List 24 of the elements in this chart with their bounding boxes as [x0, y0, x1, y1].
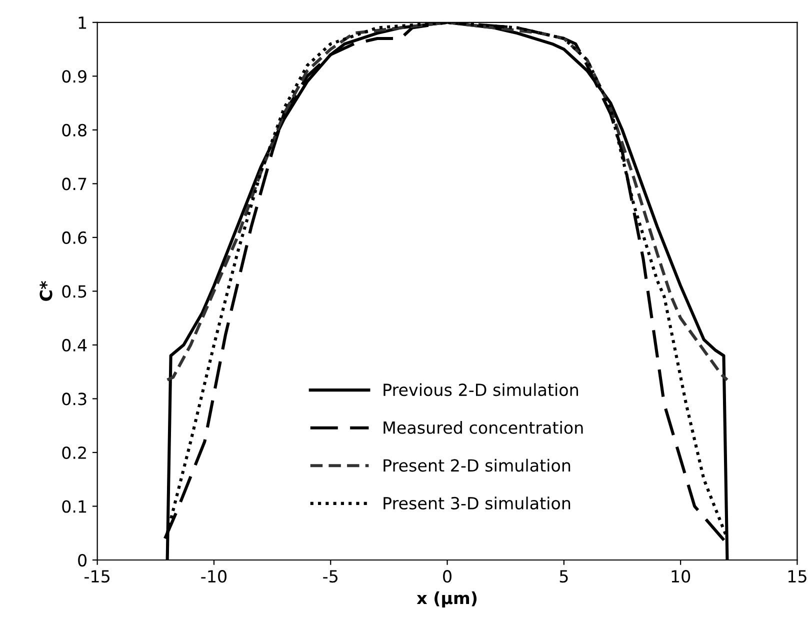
legend-label: Present 3-D simulation — [384, 496, 570, 510]
y-tick-label: 0.8 — [62, 124, 86, 136]
x-tick-label: 15 — [788, 570, 806, 583]
y-tick-label: 0.3 — [62, 392, 86, 406]
y-tick-label: 0.1 — [62, 500, 86, 513]
y-axis-title: C* — [40, 281, 52, 301]
y-tick-label: 0.9 — [62, 70, 86, 83]
y-tick-label: 0.2 — [62, 446, 86, 460]
x-tick-label: -10 — [201, 570, 226, 583]
legend-label: Previous 2-D simulation — [384, 383, 578, 396]
y-tick-label: 0 — [78, 554, 86, 567]
y-tick-label: 0.4 — [62, 338, 87, 352]
y-tick-label: 1 — [78, 16, 86, 29]
x-tick-label: -5 — [323, 570, 338, 583]
y-tick-label: 0.5 — [62, 285, 86, 298]
y-tick-label: 0.7 — [62, 178, 86, 190]
x-tick-label: 5 — [560, 570, 568, 583]
y-tick-label: 0.6 — [62, 231, 87, 244]
legend-label: Measured concentration — [384, 421, 583, 434]
legend-label: Present 2-D simulation — [384, 458, 570, 472]
x-tick-label: -15 — [84, 570, 110, 583]
x-tick-label: 0 — [443, 570, 452, 583]
x-tick-label: 10 — [672, 570, 690, 583]
x-axis-title: x (μm) — [416, 591, 477, 608]
